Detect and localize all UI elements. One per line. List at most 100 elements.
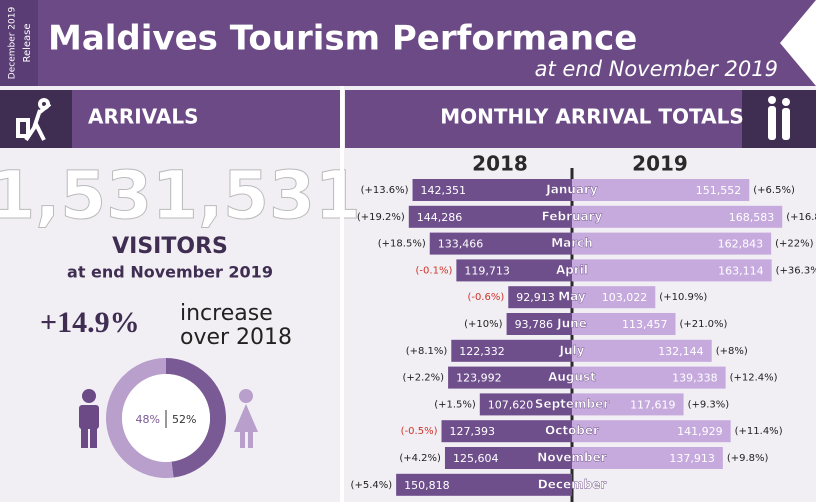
bar	[441, 420, 572, 443]
donut-segment	[166, 358, 226, 478]
total: 1,531,531	[0, 157, 361, 234]
change-label: (+9.3%)	[688, 399, 730, 410]
couple-icon	[768, 96, 790, 140]
change-label: (+18.5%)	[378, 239, 426, 250]
bar	[444, 447, 572, 469]
bar	[572, 259, 772, 282]
change-label: (+36.3%)	[776, 265, 816, 276]
unit: VISITORS	[112, 234, 228, 259]
chart-title: MONTHLY ARRIVAL TOTALS	[440, 105, 744, 129]
value-label: 133,466	[438, 238, 484, 251]
month-label: November	[537, 451, 606, 465]
bar	[408, 205, 572, 228]
value-label: 122,332	[459, 345, 505, 358]
bar	[479, 393, 572, 416]
value-label: 117,619	[630, 398, 676, 411]
change-label: (-0.5%)	[401, 426, 438, 437]
month-label: December	[538, 477, 607, 491]
bar	[572, 179, 750, 201]
change-label: (+2.2%)	[402, 373, 444, 384]
value-label: 125,604	[453, 452, 499, 465]
change-label: (+9.8%)	[727, 453, 769, 464]
donut-segment	[105, 358, 174, 479]
change-label: (+4.2%)	[399, 453, 441, 464]
value-label: 123,992	[456, 372, 502, 385]
bar	[572, 447, 723, 469]
chevron	[780, 0, 816, 86]
bar	[572, 393, 684, 416]
change-label: (+1.5%)	[434, 399, 476, 410]
value-label: 150,818	[404, 479, 450, 492]
female-icon	[234, 389, 258, 448]
bar	[448, 366, 572, 389]
bar	[396, 473, 572, 496]
bar	[572, 313, 676, 335]
change-label: (+12.4%)	[730, 373, 778, 384]
subtitle: at end November 2019	[535, 57, 778, 81]
month-label: October	[545, 424, 599, 438]
header-band	[0, 0, 816, 86]
bar	[572, 366, 726, 389]
value-label: 141,929	[677, 425, 723, 438]
change-label: (+10%)	[464, 319, 503, 330]
value-label: 168,583	[729, 211, 775, 224]
month-label: August	[548, 370, 596, 384]
arrivals-heading: ARRIVALS	[88, 105, 198, 129]
month-label: January	[545, 183, 598, 197]
change-label: (+5.4%)	[351, 480, 393, 491]
traveler-icon	[16, 98, 52, 142]
release: Release	[22, 23, 33, 62]
release-tab	[0, 0, 38, 86]
change-label: (+22%)	[775, 239, 814, 250]
bar	[572, 420, 731, 443]
month-label: June	[556, 317, 587, 331]
change-label: (+19.2%)	[357, 212, 405, 223]
change-label: (+6.5%)	[753, 185, 795, 196]
value-label: 137,913	[669, 452, 715, 465]
bar	[412, 179, 572, 201]
growth-text: over 2018	[180, 325, 292, 350]
bar	[572, 232, 772, 255]
donut-label: 52%	[172, 413, 196, 426]
value-label: 139,338	[672, 372, 718, 385]
value-label: 127,393	[450, 425, 496, 438]
bar	[508, 286, 572, 309]
month-label: April	[556, 263, 588, 277]
value-label: 107,620	[488, 398, 534, 411]
title: Maldives Tourism Performance	[48, 19, 637, 59]
change-label: (-0.1%)	[416, 265, 453, 276]
value-label: 119,713	[464, 264, 510, 277]
month-label: September	[535, 397, 609, 411]
month-label: February	[542, 209, 603, 223]
change-label: (+11.4%)	[735, 426, 783, 437]
value-label: 144,286	[417, 211, 463, 224]
month-label: May	[558, 290, 586, 304]
value-label: 142,351	[421, 184, 467, 197]
change-label: (+8.1%)	[406, 346, 448, 357]
growth-text: increase	[180, 301, 273, 326]
change-label: (+16.8%)	[786, 212, 816, 223]
icon-box	[742, 90, 816, 148]
bar	[506, 313, 572, 335]
bar	[456, 259, 572, 282]
value-label: 103,022	[602, 291, 648, 304]
value-label: 92,913	[516, 291, 555, 304]
value-label: 162,843	[718, 238, 764, 251]
change-label: (-0.6%)	[467, 292, 504, 303]
value-label: 132,144	[658, 345, 704, 358]
chart-header	[345, 90, 816, 148]
change-label: (+13.6%)	[361, 185, 409, 196]
release-date: December 2019	[8, 7, 18, 80]
male-icon	[79, 389, 99, 448]
legend-label: 2019	[632, 152, 688, 176]
change-label: (+10.9%)	[659, 292, 707, 303]
value-label: 93,786	[515, 318, 554, 331]
bar	[451, 339, 572, 362]
bar	[429, 232, 572, 255]
bar	[572, 286, 656, 309]
value-label: 113,457	[622, 318, 668, 331]
change-label: (+8%)	[716, 346, 748, 357]
value-label: 163,114	[718, 264, 764, 277]
bar	[572, 205, 783, 228]
